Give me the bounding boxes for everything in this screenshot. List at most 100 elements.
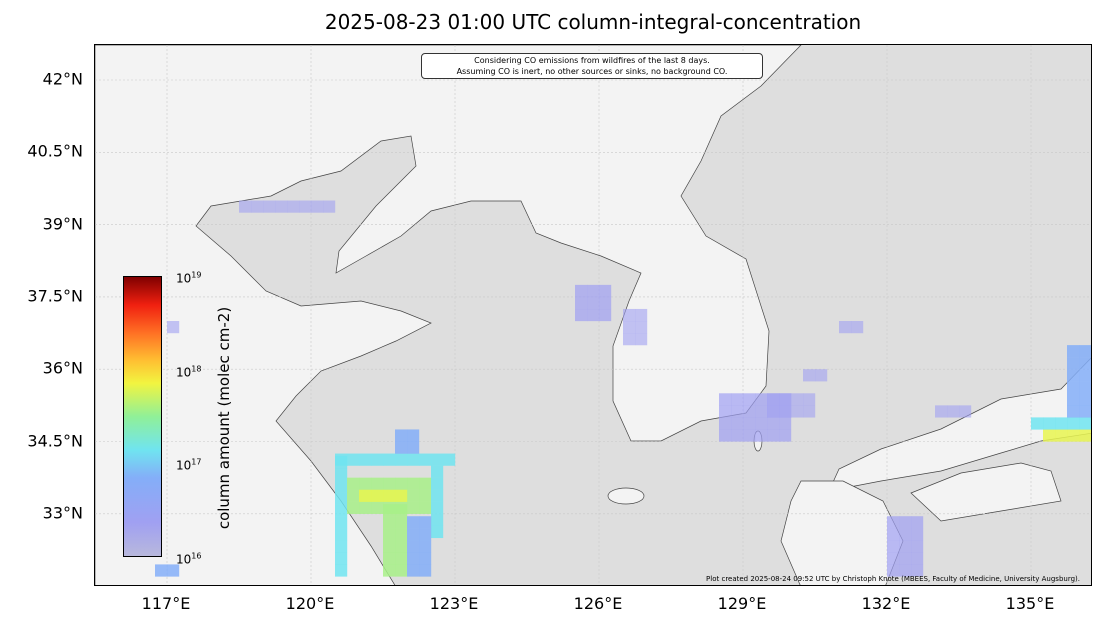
plume-cell bbox=[359, 453, 372, 466]
plume-cell bbox=[899, 540, 912, 553]
plume-cell bbox=[383, 564, 396, 577]
lon-tick-label: 123°E bbox=[429, 594, 479, 613]
plume-cell bbox=[383, 552, 396, 565]
plume-cell bbox=[791, 393, 804, 406]
plume-cell bbox=[803, 405, 816, 418]
plume-cell bbox=[635, 333, 648, 346]
plume-cell bbox=[587, 296, 600, 310]
plume-cell bbox=[335, 504, 348, 517]
lat-tick-label: 39°N bbox=[42, 214, 83, 234]
plume-cell bbox=[719, 393, 732, 406]
plume-cell bbox=[1067, 417, 1080, 430]
plume-cell bbox=[1067, 357, 1080, 370]
plume-cell bbox=[1091, 357, 1092, 369]
lat-tick-label: 36°N bbox=[42, 358, 83, 378]
plume-cell bbox=[335, 528, 348, 541]
plume-cell bbox=[407, 453, 420, 466]
plume-cell bbox=[755, 417, 768, 430]
plume-cell bbox=[371, 453, 384, 466]
plume-cell bbox=[371, 489, 384, 502]
plume-cell bbox=[623, 333, 636, 346]
plume-cell bbox=[431, 489, 444, 502]
plume-cell bbox=[431, 513, 444, 526]
plume-cell bbox=[899, 552, 912, 565]
plume-cell bbox=[635, 308, 648, 322]
plume-cell bbox=[743, 429, 756, 442]
lat-tick-label: 42°N bbox=[42, 69, 83, 89]
plume-cell bbox=[251, 200, 264, 213]
plume-cell bbox=[311, 200, 324, 213]
plume-cell bbox=[575, 284, 588, 298]
plume-cell bbox=[383, 516, 396, 529]
plume-cell bbox=[1079, 393, 1091, 406]
plume-cell bbox=[599, 308, 612, 322]
plume-cell bbox=[395, 528, 408, 541]
plume-cell bbox=[1067, 393, 1080, 406]
colorbar bbox=[123, 276, 162, 557]
plume-cell bbox=[335, 468, 348, 481]
plume-cell bbox=[1091, 381, 1092, 393]
plume-cell bbox=[1043, 429, 1056, 442]
plume-cell bbox=[899, 516, 912, 529]
plume-cell bbox=[383, 528, 396, 541]
colorbar-tick-label: 1018 bbox=[176, 364, 202, 379]
plume-cell bbox=[419, 453, 432, 466]
plume-cell bbox=[1043, 417, 1056, 430]
plume-cell bbox=[347, 477, 360, 490]
plume-cell bbox=[383, 489, 396, 502]
plume-cell bbox=[1079, 345, 1091, 358]
plume-cell bbox=[395, 504, 408, 517]
lon-tick-label: 129°E bbox=[717, 594, 767, 613]
plume-cell bbox=[731, 393, 744, 406]
plume-cell bbox=[407, 501, 420, 514]
lon-tick-label: 117°E bbox=[141, 594, 191, 613]
plume-cell bbox=[815, 369, 828, 382]
plume-cell bbox=[419, 540, 432, 553]
plume-cell bbox=[383, 504, 396, 517]
plume-cell bbox=[1091, 369, 1092, 381]
lon-tick-label: 126°E bbox=[573, 594, 623, 613]
plume-cell bbox=[383, 477, 396, 490]
plume-cell bbox=[167, 564, 180, 577]
colorbar-tick-label: 1017 bbox=[176, 457, 202, 473]
plume-cell bbox=[911, 540, 924, 553]
plume-cell bbox=[767, 393, 780, 406]
plume-cell bbox=[1091, 405, 1092, 417]
plume-cell bbox=[359, 501, 372, 514]
lat-tick-label: 40.5°N bbox=[27, 141, 83, 161]
plume-cell bbox=[911, 552, 924, 565]
plume-cell bbox=[1067, 381, 1080, 394]
plume-cell bbox=[359, 489, 372, 502]
plume-cell bbox=[419, 501, 432, 514]
plume-cell bbox=[575, 308, 588, 322]
plume-cell bbox=[719, 405, 732, 418]
plume-cell bbox=[779, 417, 792, 430]
plume-cell bbox=[419, 528, 432, 541]
plume-cell bbox=[1079, 405, 1091, 418]
lat-tick-label: 34.5°N bbox=[27, 431, 83, 450]
plume-cell bbox=[575, 296, 588, 310]
info-note: Considering CO emissions from wildfires … bbox=[421, 53, 763, 79]
plume-cell bbox=[335, 480, 348, 493]
mainland-asia bbox=[95, 45, 802, 585]
plume-cell bbox=[1079, 369, 1091, 382]
plume-cell bbox=[935, 405, 948, 418]
plume-cell bbox=[851, 321, 864, 334]
plume-cell bbox=[395, 429, 408, 442]
plume-cell bbox=[263, 200, 276, 213]
plume-cell bbox=[395, 489, 408, 502]
plume-cell bbox=[743, 393, 756, 406]
plume-cell bbox=[743, 417, 756, 430]
note-line: Considering CO emissions from wildfires … bbox=[474, 56, 710, 65]
plume-cell bbox=[959, 405, 972, 418]
plume-cell bbox=[887, 564, 900, 577]
plume-cell bbox=[359, 477, 372, 490]
plot-title: 2025-08-23 01:00 UTC column-integral-con… bbox=[324, 10, 862, 34]
plume-cell bbox=[1079, 357, 1091, 370]
plume-cell bbox=[899, 528, 912, 541]
plume-cell bbox=[419, 552, 432, 565]
lon-tick-label: 135°E bbox=[1005, 594, 1055, 613]
plume-cell bbox=[407, 477, 420, 490]
plume-cell bbox=[395, 477, 408, 490]
credit-text: Plot created 2025-08-24 09:52 UTC by Chr… bbox=[706, 575, 1080, 583]
